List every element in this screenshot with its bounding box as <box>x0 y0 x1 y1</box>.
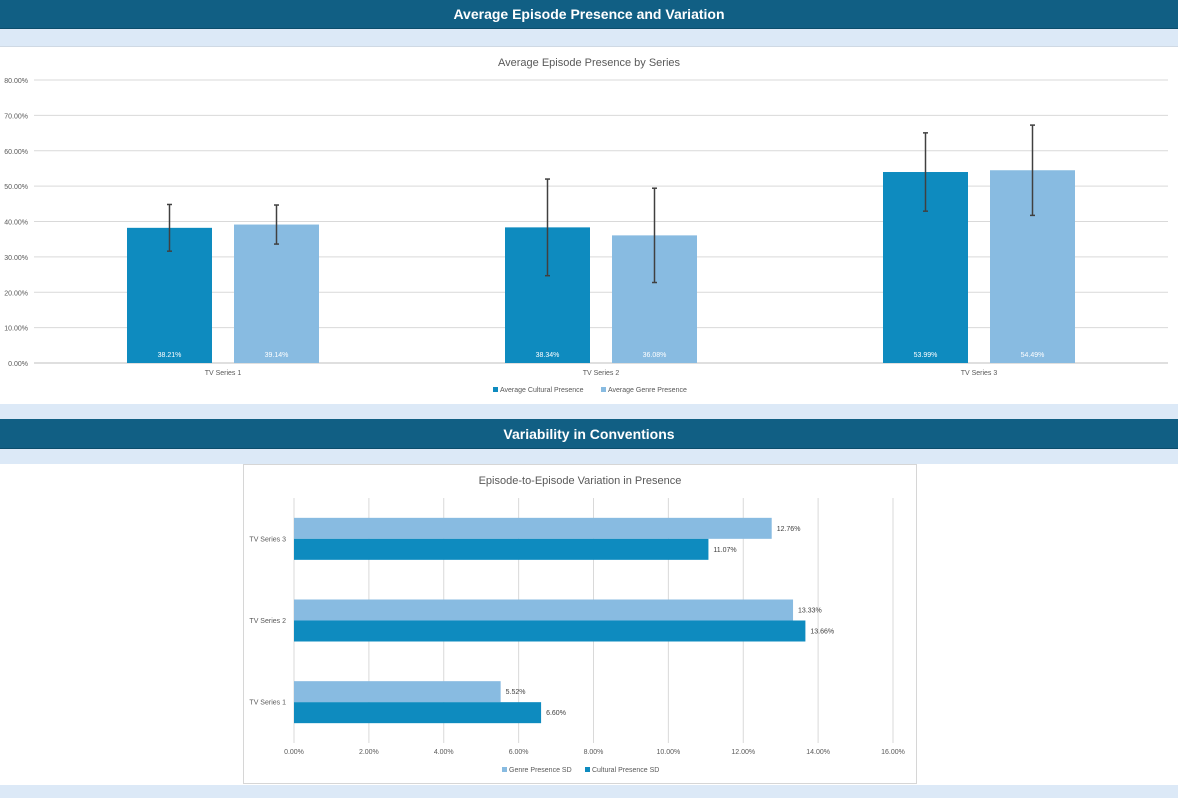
chart-title: Average Episode Presence by Series <box>498 57 681 69</box>
bar <box>294 599 794 621</box>
y-tick-label: TV Series 2 <box>249 618 286 625</box>
legend-swatch <box>585 767 590 772</box>
legend-label: Average Genre Presence <box>608 387 687 394</box>
bar <box>294 517 772 539</box>
bar-data-label: 38.34% <box>536 352 560 359</box>
bar <box>294 681 501 703</box>
x-tick-label: 6.00% <box>509 749 529 756</box>
x-tick-label: 10.00% <box>657 749 681 756</box>
y-tick-label: TV Series 1 <box>249 700 286 707</box>
variation-chart: Episode-to-Episode Variation in Presence… <box>249 475 905 774</box>
legend-label: Average Cultural Presence <box>500 387 584 394</box>
x-tick-label: TV Series 1 <box>205 370 242 377</box>
y-tick-label: TV Series 3 <box>249 536 286 543</box>
y-tick-label: 60.00% <box>4 149 28 156</box>
bar-data-label: 39.14% <box>265 352 289 359</box>
bar-data-label: 36.08% <box>643 352 667 359</box>
chart-panel-variation: Episode-to-Episode Variation in Presence… <box>243 464 917 784</box>
x-tick-label: 4.00% <box>434 749 454 756</box>
bar <box>294 620 806 642</box>
chart-title: Episode-to-Episode Variation in Presence <box>479 475 682 487</box>
y-tick-label: 20.00% <box>4 290 28 297</box>
bar-data-label: 12.76% <box>777 526 801 533</box>
section-spacer <box>0 785 1178 798</box>
legend-swatch <box>493 387 498 392</box>
legend-swatch <box>502 767 507 772</box>
bar-data-label: 38.21% <box>158 352 182 359</box>
section-spacer <box>0 449 1178 464</box>
y-tick-label: 40.00% <box>4 220 28 227</box>
x-tick-label: 0.00% <box>284 749 304 756</box>
bar-data-label: 13.33% <box>798 608 822 615</box>
y-tick-label: 80.00% <box>4 78 28 85</box>
section-spacer <box>0 404 1178 419</box>
section-banner-variability: Variability in Conventions <box>0 419 1178 449</box>
bar <box>234 224 319 363</box>
x-tick-label: 8.00% <box>584 749 604 756</box>
x-tick-label: 2.00% <box>359 749 379 756</box>
x-tick-label: 12.00% <box>731 749 755 756</box>
legend-swatch <box>601 387 606 392</box>
y-tick-label: 10.00% <box>4 326 28 333</box>
x-tick-label: TV Series 2 <box>583 370 620 377</box>
y-tick-label: 70.00% <box>4 113 28 120</box>
section-spacer <box>0 29 1178 46</box>
y-tick-label: 50.00% <box>4 184 28 191</box>
x-tick-label: 16.00% <box>881 749 905 756</box>
bar <box>294 702 542 724</box>
x-tick-label: TV Series 3 <box>961 370 998 377</box>
bar-data-label: 54.49% <box>1021 352 1045 359</box>
bar <box>294 538 709 560</box>
y-tick-label: 0.00% <box>8 361 28 368</box>
bar-data-label: 5.52% <box>506 689 526 696</box>
legend-label: Genre Presence SD <box>509 767 572 774</box>
section-banner-average-presence: Average Episode Presence and Variation <box>0 0 1178 29</box>
bar-data-label: 6.60% <box>546 710 566 717</box>
y-tick-label: 30.00% <box>4 255 28 262</box>
x-tick-label: 14.00% <box>806 749 830 756</box>
legend-label: Cultural Presence SD <box>592 767 659 774</box>
bar-data-label: 13.66% <box>810 629 834 636</box>
bar-data-label: 11.07% <box>713 547 736 554</box>
chart-panel-average-presence: Average Episode Presence by Series 0.00%… <box>0 46 1178 404</box>
average-presence-chart: Average Episode Presence by Series 0.00%… <box>4 57 1168 394</box>
bar-data-label: 53.99% <box>914 352 938 359</box>
